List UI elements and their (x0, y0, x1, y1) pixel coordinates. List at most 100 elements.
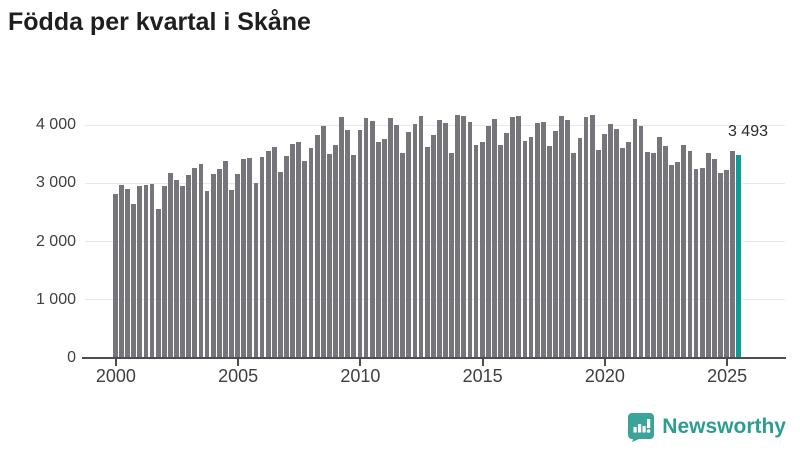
bar-2001-q3 (149, 183, 155, 358)
last-value-label: 3 493 (727, 123, 768, 140)
bar-2001-q1 (137, 186, 143, 358)
bar-2008-q1 (308, 148, 314, 358)
bar-2011-q1 (381, 139, 387, 358)
bar-2000-q4 (131, 203, 137, 358)
bar-2015-q2 (485, 126, 491, 358)
bar-2018-q2 (559, 115, 564, 358)
bar-2021-q2 (632, 119, 638, 358)
brand-footer[interactable]: Newsworthy (627, 412, 786, 442)
bar-2004-q1 (210, 173, 216, 358)
bar-2016-q2 (510, 117, 516, 358)
y-axis-label-1000: 1 000 (35, 290, 76, 308)
bar-2018-q4 (571, 152, 577, 358)
bar-2021-q3 (638, 126, 644, 358)
bar-2007-q4 (302, 161, 308, 358)
x-axis-label-2025: 2025 (707, 366, 748, 386)
bar-2020-q2 (608, 124, 613, 358)
bar-2014-q1 (455, 114, 461, 358)
bar-2023-q4 (693, 169, 699, 358)
bar-2015-q4 (498, 144, 503, 358)
y-axis-label-4000: 4 000 (35, 116, 76, 133)
bar-2015-q1 (479, 141, 485, 358)
bar-2023-q3 (687, 150, 693, 358)
bar-2023-q1 (675, 161, 681, 358)
bar-2017-q3 (540, 121, 546, 358)
bar-2019-q1 (577, 138, 583, 358)
bar-2011-q4 (400, 153, 406, 358)
gridline-4000 (85, 124, 785, 126)
bar-2003-q2 (192, 167, 198, 358)
bar-2003-q4 (204, 190, 210, 358)
bar-2022-q2 (657, 137, 662, 358)
x-axis-label-2020: 2020 (584, 366, 625, 386)
bar-2005-q3 (247, 157, 253, 358)
bar-2014-q2 (461, 115, 467, 358)
bar-2011-q3 (394, 125, 399, 358)
brand-name: Newsworthy (662, 415, 786, 438)
x-axis-label-2005: 2005 (218, 366, 259, 386)
y-axis-label-3000: 3 000 (35, 174, 76, 192)
x-tick-2000 (114, 359, 117, 366)
bar-2007-q3 (296, 142, 302, 358)
bar-2010-q4 (375, 141, 381, 358)
bar-2014-q3 (467, 121, 473, 358)
bar-2009-q1 (333, 144, 338, 358)
highlighted-bar-2025-q3 (736, 154, 742, 358)
x-tick-2010 (359, 359, 362, 366)
bar-2013-q4 (449, 153, 454, 358)
x-tick-2005 (237, 359, 240, 366)
bar-2006-q4 (278, 171, 283, 358)
bar-2009-q3 (345, 130, 351, 358)
x-axis-line (82, 357, 786, 359)
bar-2022-q1 (650, 152, 656, 358)
bar-2001-q4 (155, 208, 161, 358)
bar-2012-q2 (412, 124, 418, 358)
bar-2011-q2 (388, 118, 393, 358)
bar-2017-q1 (528, 136, 534, 358)
x-tick-2015 (481, 359, 484, 366)
bar-2020-q3 (614, 129, 620, 358)
bar-2008-q4 (326, 154, 332, 358)
x-tick-2025 (726, 359, 729, 366)
bar-2025-q2 (730, 150, 736, 358)
bar-2004-q2 (216, 168, 222, 358)
bar-2022-q3 (663, 146, 668, 358)
bar-2004-q3 (223, 160, 228, 358)
bar-2012-q1 (406, 131, 412, 358)
bar-2009-q4 (351, 155, 357, 358)
x-axis-label-2015: 2015 (462, 366, 503, 386)
bar-2024-q2 (705, 152, 711, 358)
bar-2008-q3 (320, 126, 326, 358)
bar-2013-q1 (430, 135, 436, 358)
newsworthy-logo-icon (627, 412, 655, 442)
bar-2005-q2 (241, 159, 247, 358)
chart-title: Födda per kvartal i Skåne (8, 8, 311, 36)
bar-2016-q4 (522, 140, 528, 358)
bar-2007-q2 (290, 144, 296, 358)
bar-2018-q3 (565, 120, 571, 358)
bar-2024-q3 (712, 159, 717, 358)
bar-2024-q4 (718, 173, 723, 358)
bar-2000-q2 (119, 184, 124, 358)
bar-2003-q1 (186, 175, 192, 358)
bar-2019-q4 (595, 150, 601, 358)
bar-2021-q4 (644, 151, 650, 358)
y-axis-label-2000: 2 000 (35, 232, 76, 250)
bar-2008-q2 (314, 135, 320, 358)
bar-2023-q2 (681, 145, 687, 358)
bar-2018-q1 (553, 130, 558, 358)
bar-2016-q3 (516, 115, 522, 358)
bar-2017-q2 (534, 122, 540, 358)
bar-2012-q4 (424, 147, 430, 358)
x-axis-label-2000: 2000 (95, 366, 136, 386)
bar-2010-q1 (357, 130, 363, 358)
x-axis-label-2010: 2010 (340, 366, 381, 386)
bar-2015-q3 (491, 119, 497, 358)
bar-2006-q3 (271, 147, 277, 358)
bar-2006-q1 (259, 156, 265, 358)
bar-2007-q1 (284, 156, 289, 358)
bar-2019-q3 (589, 114, 595, 358)
bar-2005-q4 (253, 182, 259, 358)
bar-2021-q1 (626, 141, 632, 358)
